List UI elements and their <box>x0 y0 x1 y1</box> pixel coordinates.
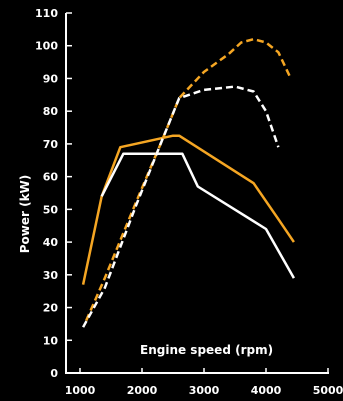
series-line-4 <box>82 85 280 328</box>
y-tick-label: 70 <box>43 138 59 151</box>
series-layer <box>81 37 295 328</box>
x-tick-label: 2000 <box>127 384 158 397</box>
axes-layer <box>65 13 329 374</box>
y-tick-label: 40 <box>43 236 59 249</box>
y-tick-label: 0 <box>50 367 58 380</box>
y-tick-label: 20 <box>43 302 59 315</box>
y-tick-label: 80 <box>43 105 59 118</box>
x-axis-label: Engine speed (rpm) <box>140 343 273 357</box>
x-tick-label: 3000 <box>189 384 220 397</box>
ticks-layer: 0 10 20 30 40 50 60 70 80 90 100 110 1000 2000 3000 400… <box>35 7 343 397</box>
y-tick-label: 10 <box>43 334 59 347</box>
y-tick-label: 50 <box>43 203 59 216</box>
x-tick-label: 1000 <box>65 384 96 397</box>
y-tick-label: 90 <box>43 72 59 85</box>
y-tick-label: 110 <box>35 7 58 20</box>
y-tick-label: 30 <box>43 269 59 282</box>
y-axis-label: Power (kW) <box>18 175 32 254</box>
series-line-2 <box>100 152 295 279</box>
x-tick-label: 5000 <box>313 384 343 397</box>
y-tick-label: 100 <box>35 40 58 53</box>
x-tick-label: 4000 <box>251 384 282 397</box>
y-tick-label: 60 <box>43 171 59 184</box>
series-line-3 <box>85 37 292 322</box>
